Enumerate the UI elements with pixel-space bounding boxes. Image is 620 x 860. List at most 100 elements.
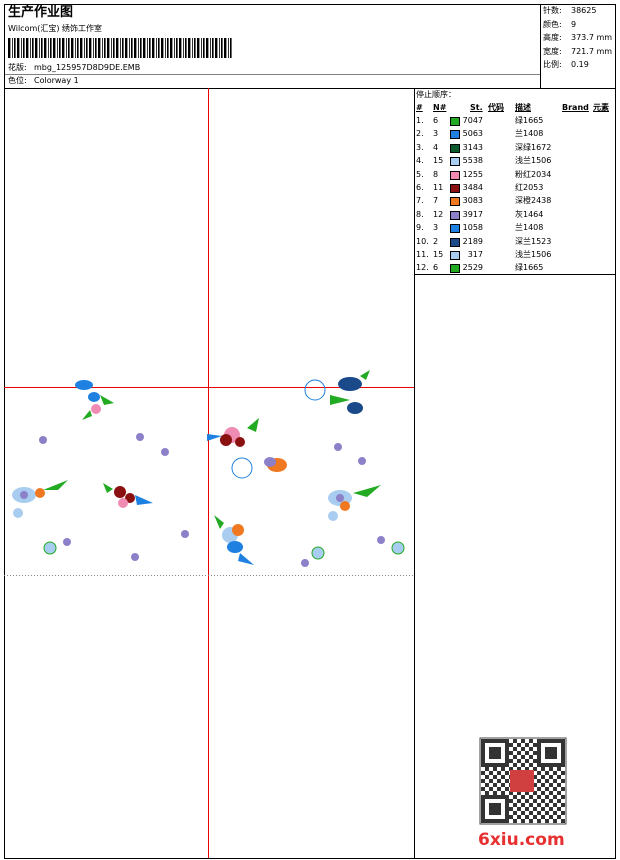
studio-name: Wilcom(汇宝) 绣饰工作室 xyxy=(8,24,103,33)
qr-module xyxy=(513,755,517,759)
qr-module xyxy=(553,755,557,759)
stat-value: 373.7 mm xyxy=(571,33,613,42)
barcode-bar xyxy=(129,38,130,58)
qr-module xyxy=(537,803,541,807)
embroidery-design xyxy=(12,370,405,567)
qr-module xyxy=(541,739,545,743)
color-swatch xyxy=(450,210,460,220)
qr-module xyxy=(545,819,549,823)
barcode-bar xyxy=(35,38,38,58)
barcode-bar xyxy=(122,38,124,58)
qr-module xyxy=(501,763,505,767)
row-index: 5. xyxy=(416,169,424,179)
qr-module xyxy=(533,799,537,803)
qr-module xyxy=(485,775,489,779)
qr-module xyxy=(509,743,513,747)
stitch-count: 3143 xyxy=(462,142,483,152)
row-index: 7. xyxy=(416,196,424,206)
qr-module xyxy=(489,751,493,755)
barcode-bar xyxy=(23,38,25,58)
barcode-bar xyxy=(170,38,173,58)
barcode-bar xyxy=(93,38,94,58)
row-index: 10. xyxy=(416,236,429,246)
qr-module xyxy=(493,751,497,755)
qr-module xyxy=(501,739,505,743)
qr-module xyxy=(481,743,485,747)
qr-module xyxy=(541,767,545,771)
qr-module xyxy=(561,743,565,747)
qr-module xyxy=(489,739,493,743)
qr-module xyxy=(541,763,545,767)
barcode-bar xyxy=(156,38,157,58)
barcode-bar xyxy=(86,38,88,58)
stitch-count: 5538 xyxy=(462,156,483,166)
qr-module xyxy=(497,811,501,815)
barcode-bar xyxy=(116,38,119,58)
qr-module xyxy=(545,747,549,751)
qr-module xyxy=(561,819,565,823)
barcode-bar xyxy=(203,38,205,58)
qr-module xyxy=(505,739,509,743)
qr-module xyxy=(549,783,553,787)
barcode-bar xyxy=(206,38,209,58)
qr-module xyxy=(557,807,561,811)
qr-module xyxy=(541,791,545,795)
qr-module xyxy=(505,771,509,775)
qr-module xyxy=(561,771,565,775)
needle: 7 xyxy=(433,196,439,206)
barcode-bar xyxy=(113,38,115,58)
qr-module xyxy=(537,787,541,791)
barcode-bar xyxy=(62,38,65,58)
barcode-bar xyxy=(192,38,193,58)
stitch-count: 2529 xyxy=(462,263,483,273)
stitch-count: 2189 xyxy=(462,236,483,246)
qr-module xyxy=(505,811,509,815)
qr-module xyxy=(537,819,541,823)
thread-description: 灰1464 xyxy=(515,209,544,219)
qr-module xyxy=(557,767,561,771)
barcode-bar xyxy=(210,38,211,58)
qr-module xyxy=(537,743,541,747)
column-header: 元素 xyxy=(593,103,609,112)
qr-module xyxy=(489,747,493,751)
qr-module xyxy=(489,795,493,799)
qr-module xyxy=(557,799,561,803)
qr-module xyxy=(509,767,513,771)
qr-module xyxy=(513,811,517,815)
qr-module xyxy=(493,747,497,751)
qr-module xyxy=(513,763,517,767)
barcode-bar xyxy=(32,38,34,58)
qr-module xyxy=(557,775,561,779)
qr-module xyxy=(509,751,513,755)
qr-module xyxy=(505,759,509,763)
qr-module xyxy=(501,767,505,771)
sheet-title: 生产作业图 xyxy=(8,5,74,20)
barcode-bar xyxy=(152,38,155,58)
qr-module xyxy=(509,791,513,795)
barcode-bar xyxy=(30,38,31,58)
barcode-bar xyxy=(84,38,85,58)
qr-module xyxy=(553,747,557,751)
row-index: 8. xyxy=(416,209,424,219)
qr-module xyxy=(525,759,529,763)
barcode-bar xyxy=(14,38,16,58)
qr-module xyxy=(545,779,549,783)
needle: 6 xyxy=(433,116,439,125)
qr-module xyxy=(537,739,541,743)
qr-module xyxy=(537,795,541,799)
thread-description: 深兰1523 xyxy=(515,236,552,246)
qr-module xyxy=(549,775,553,779)
column-header: 描述 xyxy=(515,103,531,112)
qr-module xyxy=(545,811,549,815)
qr-module xyxy=(557,739,561,743)
qr-module xyxy=(549,763,553,767)
qr-module xyxy=(529,795,533,799)
row-index: 9. xyxy=(416,223,424,233)
qr-module xyxy=(549,747,553,751)
qr-module xyxy=(505,807,509,811)
qr-module xyxy=(497,763,501,767)
color-swatch xyxy=(450,264,460,274)
barcode-bar xyxy=(140,38,142,58)
stitch-count: 7047 xyxy=(462,116,483,125)
